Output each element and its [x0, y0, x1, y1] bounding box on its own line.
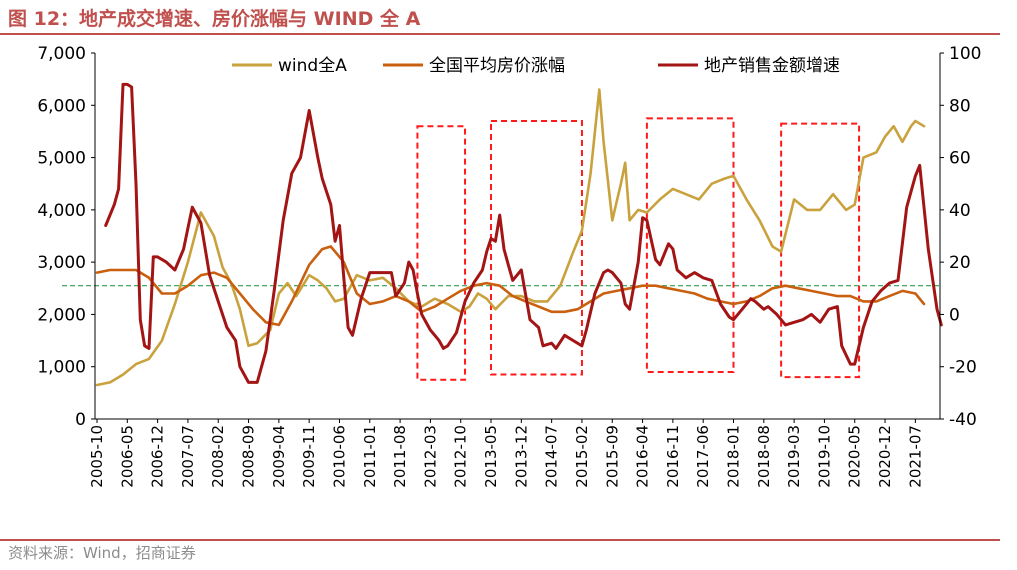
right-tick-label: 60	[949, 149, 971, 169]
x-tick-label: 2018-08	[755, 425, 773, 488]
series-line-1	[95, 88, 926, 387]
x-tick-label: 2014-07	[543, 425, 561, 488]
x-tick-label: 2017-06	[694, 425, 712, 488]
series-layer	[95, 82, 943, 387]
chart: 0 1,000 2,000 3,000 4,000 5,000 6,000 7,000 -40 -…	[37, 44, 981, 488]
series-line-2	[95, 245, 926, 327]
highlight-box	[645, 117, 735, 373]
left-tick-label: 3,000	[37, 253, 86, 273]
x-tick-label: 2011-01	[361, 425, 379, 488]
right-tick-label: 20	[949, 253, 971, 273]
left-tick-label: 0	[75, 410, 86, 430]
left-tick-label: 4,000	[37, 201, 86, 221]
chart-title: 图 12：地产成交增速、房价涨幅与 WIND 全 A	[8, 8, 421, 30]
right-tick-label: 80	[949, 96, 971, 116]
highlight-box	[416, 125, 467, 381]
x-tick-label: 2011-08	[391, 425, 409, 488]
right-tick-label: 0	[949, 305, 960, 325]
x-tick-label: 2012-10	[452, 425, 470, 488]
x-tick-label: 2008-02	[209, 425, 227, 488]
x-tick-label: 2009-11	[300, 425, 318, 488]
x-tick-label: 2008-09	[240, 425, 258, 488]
right-tick-label: 40	[949, 201, 971, 221]
right-tick-label: 100	[949, 44, 981, 64]
axis-layer: 0 1,000 2,000 3,000 4,000 5,000 6,000 7,000 -40 -…	[37, 44, 981, 488]
highlight-box	[490, 119, 583, 376]
x-tick-label: 2006-05	[118, 425, 136, 488]
left-tick-label: 1,000	[37, 358, 86, 378]
x-tick-label: 2019-03	[785, 425, 803, 488]
x-tick-label: 2005-10	[88, 425, 106, 488]
x-tick-label: 2020-05	[846, 425, 864, 488]
legend-label: 全国平均房价涨幅	[429, 56, 565, 76]
highlight-box-layer	[416, 117, 861, 381]
highlight-box	[780, 122, 861, 379]
x-tick-label: 2013-12	[512, 425, 530, 488]
x-tick-label: 2013-05	[482, 425, 500, 488]
legend-label: 地产销售金额增速	[704, 56, 840, 76]
left-tick-label: 7,000	[37, 44, 86, 64]
x-tick-label: 2021-07	[906, 425, 924, 488]
x-tick-label: 2012-03	[421, 425, 439, 488]
right-tick-label: -20	[949, 358, 977, 378]
legend-label: wind全A	[278, 56, 347, 76]
x-tick-label: 2006-12	[149, 425, 167, 488]
x-tick-label: 2016-11	[664, 425, 682, 488]
series-line-3	[104, 82, 943, 384]
x-tick-label: 2007-07	[179, 425, 197, 488]
x-tick-label: 2016-04	[634, 425, 652, 488]
x-tick-label: 2018-01	[724, 425, 742, 488]
right-tick-label: -40	[949, 410, 977, 430]
x-tick-label: 2009-04	[270, 425, 288, 488]
title-rule	[0, 33, 1000, 35]
x-tick-label: 2019-10	[815, 425, 833, 488]
left-tick-label: 6,000	[37, 96, 86, 116]
source-note: 资料来源：Wind，招商证券	[8, 544, 196, 562]
left-tick-label: 2,000	[37, 305, 86, 325]
x-tick-label: 2010-06	[330, 425, 348, 488]
x-tick-label: 2015-09	[603, 425, 621, 488]
x-tick-label: 2020-12	[876, 425, 894, 488]
x-tick-label: 2015-02	[573, 425, 591, 488]
legend: wind全A 全国平均房价涨幅 地产销售金额增速	[232, 56, 840, 76]
left-tick-label: 5,000	[37, 149, 86, 169]
footer-rule	[0, 539, 1000, 541]
